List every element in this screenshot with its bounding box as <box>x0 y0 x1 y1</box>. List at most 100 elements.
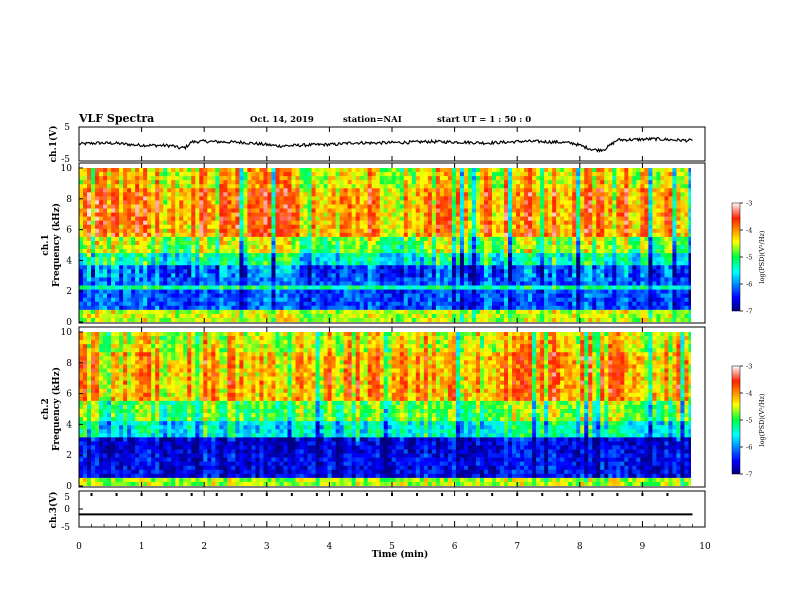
spectrogram-cell <box>87 261 92 266</box>
spectrogram-cell <box>279 172 284 177</box>
spectrogram-cell <box>111 232 116 238</box>
spectrogram-cell <box>275 232 280 238</box>
spectrogram-cell <box>391 232 397 238</box>
spectrogram-cell <box>576 240 581 246</box>
spectrogram-cell <box>487 220 493 226</box>
spectrogram-cell <box>131 265 136 270</box>
spectrogram-cell <box>616 188 621 193</box>
spectrogram-cell <box>688 232 691 238</box>
spectrogram-cell <box>339 196 344 201</box>
spectrogram-cell <box>467 265 473 270</box>
spectrogram-cell <box>287 208 292 213</box>
spectrogram-cell <box>684 216 689 221</box>
spectrogram-cell <box>171 253 176 258</box>
spectrogram-cell <box>95 253 100 258</box>
spectrogram-cell <box>660 188 665 193</box>
start-time-label: start UT = 1 : 50 : 0 <box>437 115 531 125</box>
spectrogram-cell <box>584 184 589 189</box>
spectrogram-cell <box>588 192 593 197</box>
spectrogram-cell <box>331 257 336 262</box>
spectrogram-cell <box>524 253 529 258</box>
spectrogram-cell <box>656 188 661 193</box>
spectrogram-cell <box>215 261 220 266</box>
spectrogram-cell <box>327 212 332 217</box>
spectrogram-cell <box>451 253 457 258</box>
spectrogram-cell <box>427 184 433 189</box>
spectrogram-cell <box>403 249 409 254</box>
spectrogram-cell <box>275 297 280 303</box>
spectrogram-cell <box>363 257 368 262</box>
spectrogram-cell <box>351 180 356 185</box>
spectrogram-cell <box>263 216 268 221</box>
spectrogram-cell <box>592 212 597 217</box>
spectrogram-cell <box>319 257 324 262</box>
spectrogram-cell <box>223 269 228 274</box>
spectrogram-cell <box>536 224 541 230</box>
spectrogram-cell <box>231 273 236 278</box>
spectrogram-cell <box>600 212 605 217</box>
spectrogram-cell <box>79 224 84 230</box>
spectrogram-cell <box>492 172 497 177</box>
spectrogram-cell <box>608 245 613 250</box>
spectrogram-cell <box>419 212 425 217</box>
spectrogram-cell <box>291 184 296 189</box>
spectrogram-cell <box>103 240 108 246</box>
spectrogram-cell <box>315 281 320 286</box>
spectrogram-cell <box>496 224 501 230</box>
spectrogram-cell <box>572 253 577 258</box>
spectrogram-cell <box>331 253 336 258</box>
spectrogram-cell <box>339 228 344 234</box>
spectrogram-cell <box>91 269 96 274</box>
spectrogram-cell <box>447 176 453 181</box>
spectrogram-cell <box>123 297 128 303</box>
spectrogram-cell <box>203 220 208 226</box>
spectrogram-cell <box>668 293 673 298</box>
spectrogram-cell <box>439 236 445 242</box>
spectrogram-cell <box>179 245 184 250</box>
spectrogram-cell <box>211 220 216 226</box>
spectrogram-cell <box>383 204 389 209</box>
spectrogram-cell <box>327 216 332 221</box>
spectrogram-cell <box>343 236 348 242</box>
spectrogram-cell <box>552 273 557 278</box>
spectrogram-cell <box>640 232 645 238</box>
spectrogram-cell <box>403 168 409 173</box>
spectrogram-cell <box>367 184 373 189</box>
spectrogram-cell <box>668 289 673 294</box>
spectrogram-cell <box>608 184 613 189</box>
spectrogram-cell <box>427 232 433 238</box>
spectrogram-cell <box>99 208 104 213</box>
spectrogram-cell <box>247 172 252 177</box>
spectrogram-cell <box>127 277 132 282</box>
spectrogram-cell <box>628 273 633 278</box>
spectrogram-cell <box>624 216 629 221</box>
spectrogram-cell <box>223 293 228 298</box>
spectrogram-cell <box>175 200 180 205</box>
spectrogram-cell <box>107 236 112 242</box>
spectrogram-cell <box>684 204 689 209</box>
spectrogram-cell <box>447 168 453 173</box>
spectrogram-cell <box>427 192 433 197</box>
spectrogram-cell <box>351 168 356 173</box>
spectrogram-cell <box>299 192 304 197</box>
spectrogram-cell <box>143 192 148 197</box>
spectrogram-cell <box>576 188 581 193</box>
spectrogram-cell <box>159 184 164 189</box>
spectrogram-cell <box>211 285 216 290</box>
spectrogram-cell <box>407 249 413 254</box>
spectrogram-cell <box>99 204 104 209</box>
spectrogram-cell <box>584 192 589 197</box>
spectrogram-cell <box>191 196 196 201</box>
spectrogram-cell <box>624 240 629 246</box>
spectrogram-cell <box>239 176 244 181</box>
spectrogram-cell <box>632 212 637 217</box>
spectrogram-cell <box>528 172 533 177</box>
spectrogram-cell <box>267 285 272 290</box>
spectrogram-cell <box>636 265 641 270</box>
spectrogram-cell <box>151 297 156 303</box>
spectrogram-cell <box>572 200 577 205</box>
spectrogram-cell <box>632 236 637 242</box>
spectrogram-cell <box>351 196 356 201</box>
spectrogram-cell <box>279 277 284 282</box>
spectrogram-cell <box>624 245 629 250</box>
